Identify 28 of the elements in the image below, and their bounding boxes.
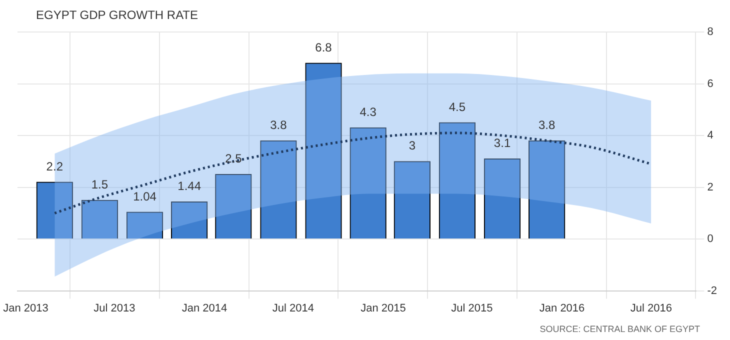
x-tick-label: Jul 2016 (630, 302, 672, 314)
x-tick-label: Jan 2016 (539, 302, 585, 314)
x-tick-label: Jan 2013 (3, 302, 48, 314)
data-label: 6.8 (315, 40, 332, 54)
x-tick-label: Jul 2014 (272, 302, 314, 314)
x-tick-label: Jan 2014 (182, 302, 228, 314)
data-label: 3 (408, 138, 416, 153)
data-label: 3.8 (270, 118, 288, 132)
y-tick-label: 2 (707, 181, 714, 194)
data-label: 3.8 (538, 118, 556, 132)
data-label: 1.44 (178, 179, 202, 194)
data-label: 1.04 (133, 189, 157, 204)
y-tick-label: 4 (707, 130, 714, 142)
x-tick-label: Jul 2015 (451, 302, 493, 314)
data-label: 4.5 (448, 100, 466, 114)
data-label: 2.5 (225, 152, 242, 166)
y-tick-label: -2 (707, 284, 717, 297)
y-tick-label: 6 (707, 78, 714, 90)
data-label: 1.5 (91, 178, 108, 192)
chart-title: EGYPT GDP GROWTH RATE (36, 8, 198, 22)
data-label: 4.3 (360, 105, 377, 120)
x-tick-label: Jan 2015 (360, 302, 406, 314)
x-tick-label: Jul 2013 (94, 302, 136, 314)
data-label: 3.1 (494, 136, 511, 150)
data-label: 2.2 (46, 159, 64, 174)
y-tick-label: 8 (707, 26, 714, 38)
y-tick-label: 0 (707, 233, 714, 246)
source-note: SOURCE: CENTRAL BANK OF EGYPT (540, 324, 700, 334)
